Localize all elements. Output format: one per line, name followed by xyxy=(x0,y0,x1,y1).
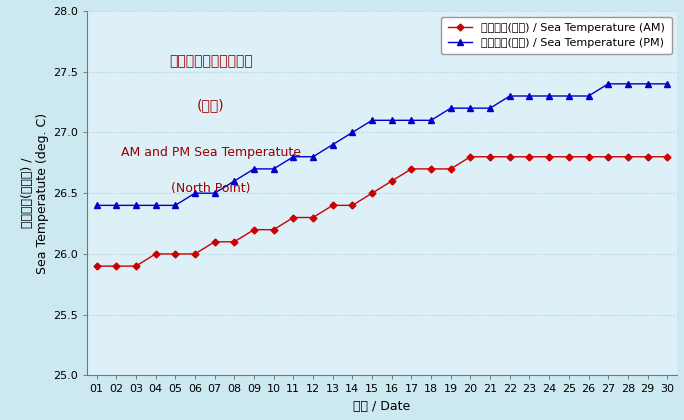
海水温度(上午) / Sea Temperature (AM) xyxy=(250,227,258,232)
海水温度(上午) / Sea Temperature (AM) xyxy=(328,203,337,208)
海水温度(上午) / Sea Temperature (AM) xyxy=(584,154,592,159)
Text: (北角): (北角) xyxy=(197,98,224,113)
海水温度(下午) / Sea Temperature (PM) xyxy=(328,142,337,147)
海水温度(下午) / Sea Temperature (PM) xyxy=(289,154,298,159)
X-axis label: 日期 / Date: 日期 / Date xyxy=(353,400,410,413)
海水温度(下午) / Sea Temperature (PM) xyxy=(191,191,199,196)
海水温度(上午) / Sea Temperature (AM) xyxy=(604,154,612,159)
海水温度(下午) / Sea Temperature (PM) xyxy=(348,130,356,135)
海水温度(下午) / Sea Temperature (PM) xyxy=(624,81,632,87)
海水温度(下午) / Sea Temperature (PM) xyxy=(486,106,495,111)
Text: AM and PM Sea Temperatute: AM and PM Sea Temperatute xyxy=(120,146,301,159)
海水温度(下午) / Sea Temperature (PM) xyxy=(309,154,317,159)
海水温度(下午) / Sea Temperature (PM) xyxy=(427,118,435,123)
海水温度(下午) / Sea Temperature (PM) xyxy=(545,94,553,99)
海水温度(下午) / Sea Temperature (PM) xyxy=(604,81,612,87)
Legend: 海水温度(上午) / Sea Temperature (AM), 海水温度(下午) / Sea Temperature (PM): 海水温度(上午) / Sea Temperature (AM), 海水温度(下午… xyxy=(441,16,672,54)
海水温度(下午) / Sea Temperature (PM) xyxy=(525,94,534,99)
海水温度(上午) / Sea Temperature (AM) xyxy=(132,264,140,269)
Text: (North Point): (North Point) xyxy=(171,182,250,195)
海水温度(上午) / Sea Temperature (AM) xyxy=(269,227,278,232)
海水温度(下午) / Sea Temperature (PM) xyxy=(171,203,179,208)
海水温度(上午) / Sea Temperature (AM) xyxy=(231,239,239,244)
Line: 海水温度(上午) / Sea Temperature (AM): 海水温度(上午) / Sea Temperature (AM) xyxy=(94,154,670,268)
海水温度(上午) / Sea Temperature (AM) xyxy=(388,178,396,184)
海水温度(上午) / Sea Temperature (AM) xyxy=(289,215,298,220)
海水温度(上午) / Sea Temperature (AM) xyxy=(663,154,671,159)
海水温度(上午) / Sea Temperature (AM) xyxy=(211,239,219,244)
海水温度(下午) / Sea Temperature (PM) xyxy=(231,178,239,184)
海水温度(下午) / Sea Temperature (PM) xyxy=(505,94,514,99)
海水温度(下午) / Sea Temperature (PM) xyxy=(151,203,159,208)
海水温度(上午) / Sea Temperature (AM) xyxy=(466,154,475,159)
海水温度(上午) / Sea Temperature (AM) xyxy=(171,252,179,257)
海水温度(下午) / Sea Temperature (PM) xyxy=(92,203,101,208)
海水温度(上午) / Sea Temperature (AM) xyxy=(407,166,415,171)
海水温度(下午) / Sea Temperature (PM) xyxy=(211,191,219,196)
海水温度(上午) / Sea Temperature (AM) xyxy=(624,154,632,159)
海水温度(上午) / Sea Temperature (AM) xyxy=(565,154,573,159)
海水温度(上午) / Sea Temperature (AM) xyxy=(486,154,495,159)
海水温度(上午) / Sea Temperature (AM) xyxy=(151,252,159,257)
海水温度(上午) / Sea Temperature (AM) xyxy=(348,203,356,208)
Y-axis label: 海水温度(攝氏度) /
Sea Temperatute (deg. C): 海水温度(攝氏度) / Sea Temperatute (deg. C) xyxy=(21,113,49,274)
海水温度(下午) / Sea Temperature (PM) xyxy=(132,203,140,208)
海水温度(下午) / Sea Temperature (PM) xyxy=(368,118,376,123)
海水温度(上午) / Sea Temperature (AM) xyxy=(505,154,514,159)
海水温度(上午) / Sea Temperature (AM) xyxy=(525,154,534,159)
海水温度(上午) / Sea Temperature (AM) xyxy=(545,154,553,159)
海水温度(上午) / Sea Temperature (AM) xyxy=(427,166,435,171)
海水温度(下午) / Sea Temperature (PM) xyxy=(644,81,652,87)
海水温度(下午) / Sea Temperature (PM) xyxy=(447,106,455,111)
Text: 上午及下午的海水温度: 上午及下午的海水温度 xyxy=(169,55,252,69)
海水温度(下午) / Sea Temperature (PM) xyxy=(565,94,573,99)
海水温度(下午) / Sea Temperature (PM) xyxy=(663,81,671,87)
海水温度(下午) / Sea Temperature (PM) xyxy=(250,166,258,171)
海水温度(下午) / Sea Temperature (PM) xyxy=(466,106,475,111)
海水温度(下午) / Sea Temperature (PM) xyxy=(112,203,120,208)
海水温度(上午) / Sea Temperature (AM) xyxy=(191,252,199,257)
海水温度(上午) / Sea Temperature (AM) xyxy=(112,264,120,269)
海水温度(上午) / Sea Temperature (AM) xyxy=(309,215,317,220)
海水温度(下午) / Sea Temperature (PM) xyxy=(584,94,592,99)
海水温度(下午) / Sea Temperature (PM) xyxy=(269,166,278,171)
海水温度(下午) / Sea Temperature (PM) xyxy=(407,118,415,123)
海水温度(上午) / Sea Temperature (AM) xyxy=(447,166,455,171)
Line: 海水温度(下午) / Sea Temperature (PM): 海水温度(下午) / Sea Temperature (PM) xyxy=(93,80,671,209)
海水温度(上午) / Sea Temperature (AM) xyxy=(92,264,101,269)
海水温度(上午) / Sea Temperature (AM) xyxy=(368,191,376,196)
海水温度(上午) / Sea Temperature (AM) xyxy=(644,154,652,159)
海水温度(下午) / Sea Temperature (PM) xyxy=(388,118,396,123)
